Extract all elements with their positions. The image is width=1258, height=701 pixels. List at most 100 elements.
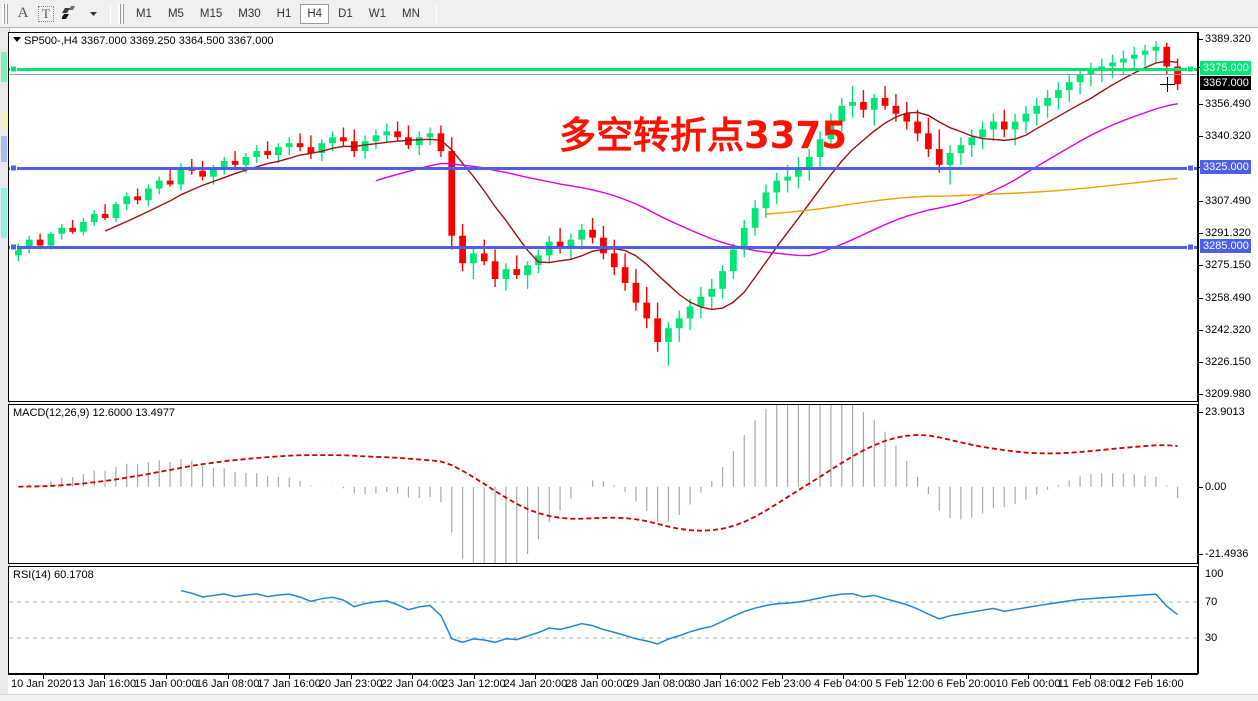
symbol-info-text: SP500-,H4 3367.000 3369.250 3364.500 336… [24,35,274,47]
time-tick [350,675,352,679]
macd-tick [1199,554,1203,555]
time-tick [597,675,598,679]
price-tag-support-3285[interactable]: 3285.000 [1200,238,1251,253]
timeframe-button-w1[interactable]: W1 [368,7,387,20]
price-tick-label: 3242.320 [1205,324,1251,337]
time-tick-label: 17 Jan 16:00 [257,678,321,690]
rsi-indicator-pane[interactable]: RSI(14) 60.1708 [8,566,1198,674]
time-tick [658,675,660,679]
price-scale[interactable]: 3389.3203375.1503356.4903340.3203325.000… [1198,32,1258,674]
shapes-dropdown-chevron-down-icon[interactable] [83,3,105,25]
time-tick [412,675,414,679]
macd-indicator-pane[interactable]: MACD(12,26,9) 12.6000 13.4977 [8,404,1198,564]
price-tick-label: 3356.490 [1205,98,1251,111]
time-tick-label: 28 Jan 00:00 [565,678,629,690]
timeframe-button-m1[interactable]: M1 [135,7,152,20]
level-line-support-3325[interactable] [9,166,1197,170]
rail-marker-cyan [1,188,7,238]
price-tick [1199,104,1203,106]
timeframe-button-m15[interactable]: M15 [199,7,223,20]
macd-canvas [18,405,1179,563]
timeframe-button-d1[interactable]: D1 [338,7,353,20]
macd-tick-label: 23.9013 [1205,406,1245,418]
time-tick-label: 10 Feb 00:00 [995,678,1061,690]
level-line-grid-3375150[interactable] [9,74,1197,76]
price-tick-label: 3226.150 [1205,356,1251,369]
time-tick [843,675,845,679]
time-tick [1089,675,1091,679]
time-tick-label: 2 Feb 23:00 [752,678,812,690]
price-tick-label: 3340.320 [1205,130,1251,143]
level-line-support-3285-handle[interactable] [10,243,17,251]
timeframe-button-group: M1 M5 M15 M30 H1 H4 D1 W1 MN [128,3,428,24]
level-line-resistance-3375-handle[interactable] [10,65,17,73]
time-tick [720,675,722,679]
price-chart-pane[interactable]: SP500-,H4 3367.000 3369.250 3364.500 336… [8,32,1198,402]
time-tick-label: 10 Jan 2020 [11,678,72,690]
time-tick-label: 16 Jan 08:00 [195,678,260,690]
price-tick [1199,233,1203,235]
text-box-tool-icon[interactable]: T [34,3,58,25]
pane-collapse-caret-icon[interactable] [13,37,21,42]
timeframe-button-mn[interactable]: MN [402,7,420,20]
chart-annotation-text: 多空转折点3375 [559,114,847,157]
price-tick [1199,201,1203,203]
crosshair-horizontal [1160,84,1175,86]
time-tick-label: 6 Feb 20:00 [937,678,996,690]
time-tick [42,675,44,679]
rsi-tick-label: 70 [1205,595,1218,608]
level-line-resistance-3375-handle-right[interactable] [1187,65,1194,73]
timeframe-button-m5[interactable]: M5 [167,7,184,20]
time-tick [473,675,475,679]
time-tick-label: 20 Jan 23:00 [318,678,383,690]
toolbar-divider-1 [109,3,111,24]
time-tick-label: 4 Feb 04:00 [813,678,873,690]
macd-tick [1199,486,1203,488]
toolbar-grip-1[interactable] [2,3,9,24]
price-tick-label: 3258.490 [1205,292,1251,305]
time-tick [104,675,106,679]
rail-marker-yellow [1,112,7,128]
last-price-tag[interactable]: 3367.000 [1200,76,1251,91]
macd-tick-label: 0.00 [1205,480,1227,493]
time-tick-label: 24 Jan 20:00 [503,678,568,690]
symbol-info-label: SP500-,H4 3367.000 3369.250 3364.500 336… [13,35,274,47]
price-tick-label: 3307.490 [1205,195,1251,208]
time-tick [904,675,906,679]
macd-label: MACD(12,26,9) 12.6000 13.4977 [13,407,176,419]
timeframe-button-m30[interactable]: M30 [238,7,261,20]
time-tick [227,675,229,679]
toolbar: A T M1 M5 M15 M30 H1 H4 D1 W1 MN [0,0,1258,28]
price-tag-support-3325[interactable]: 3325.000 [1200,159,1251,174]
macd-tick [1199,412,1203,413]
level-line-resistance-3375[interactable] [9,68,1197,72]
time-tick [966,675,968,679]
price-tick [1199,298,1203,300]
timeframe-button-h1[interactable]: H1 [276,7,292,20]
rail-marker-blue [1,136,7,162]
text-box-glyph: T [38,5,54,22]
shapes-tool-icon[interactable] [58,3,83,25]
toolbar-grip-2[interactable] [117,3,125,24]
level-line-support-3285[interactable] [9,245,1197,249]
level-line-support-3325-handle-right[interactable] [1187,164,1194,172]
price-tag-resistance-3375[interactable]: 3375.000 [1200,60,1251,75]
time-tick [1151,675,1153,679]
rail-marker-green [1,52,7,82]
level-line-support-3325-handle[interactable] [10,164,17,172]
text-label-tool-icon[interactable]: A [17,5,29,21]
price-tick [1199,265,1203,267]
time-tick-label: 5 Feb 12:00 [875,678,935,690]
level-line-support-3285-handle-right[interactable] [1187,243,1194,251]
price-tick [1199,394,1203,396]
time-tick-label: 22 Jan 04:00 [380,678,445,690]
price-tick-label: 3275.150 [1205,259,1251,272]
time-tick [781,675,783,679]
price-tick-label: 3209.980 [1205,388,1251,401]
price-chart-canvas [15,40,1181,366]
price-tick [1199,136,1203,138]
time-tick [535,675,537,679]
time-scale[interactable]: 10 Jan 2020 13 Jan 16:00 15 Jan 00:00 16 Ja… [8,674,1198,694]
price-tick-label: 3389.320 [1205,33,1251,46]
timeframe-button-h4[interactable]: H4 [300,3,330,24]
